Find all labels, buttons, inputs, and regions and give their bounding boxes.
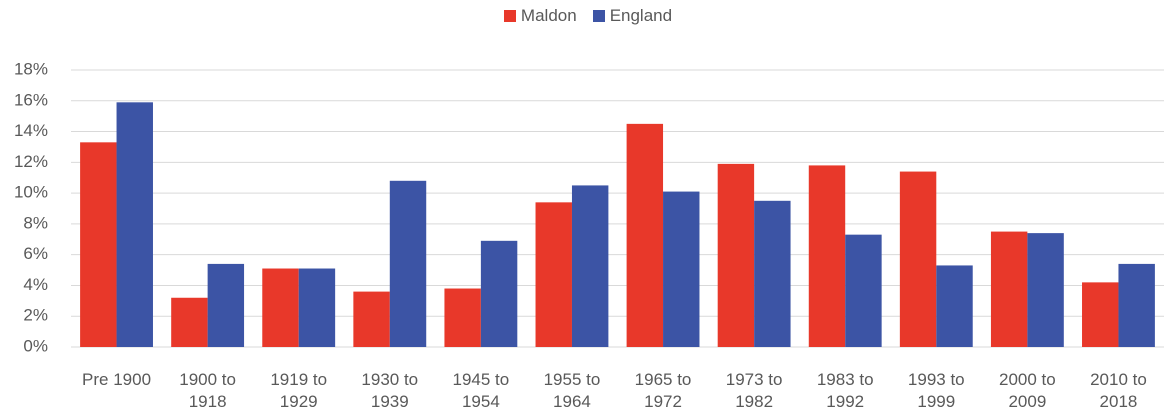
- bar: [171, 297, 208, 347]
- bar: [262, 268, 299, 347]
- x-tick-label: 1945 to 1954: [452, 370, 510, 411]
- y-tick-label: 4%: [23, 275, 48, 294]
- y-tick-label: 0%: [23, 336, 48, 355]
- bar: [298, 268, 336, 347]
- x-tick-label: 1900 to 1918: [179, 370, 236, 411]
- bar: [899, 171, 937, 347]
- bar: [480, 240, 518, 347]
- x-tick-label: 2000 to 2009: [999, 370, 1056, 411]
- y-tick-label: 10%: [14, 183, 48, 202]
- y-tick-label: 2%: [23, 306, 48, 325]
- legend: Maldon England: [0, 6, 1176, 27]
- x-tick-label: 1973 to 1982: [725, 370, 783, 411]
- legend-swatch: [503, 10, 516, 22]
- bar: [754, 200, 791, 347]
- bar: [389, 180, 427, 347]
- y-tick-label: 12%: [14, 152, 48, 171]
- bar: [207, 263, 245, 347]
- bar: [990, 231, 1028, 347]
- bar: [116, 102, 153, 347]
- bar: [1027, 233, 1064, 347]
- x-tick-label: 2010 to 2018: [1090, 370, 1147, 411]
- legend-item: Maldon: [503, 6, 577, 26]
- legend-swatch: [592, 10, 605, 22]
- y-tick-label: 6%: [23, 244, 48, 263]
- bar: [663, 191, 700, 347]
- bar: [626, 123, 664, 347]
- y-tick-label: 16%: [14, 90, 48, 109]
- bar: [936, 265, 973, 347]
- x-tick-label: 1955 to 1964: [543, 370, 601, 411]
- x-tick-label: 1993 to 1999: [907, 370, 965, 411]
- bar: [1082, 282, 1119, 347]
- bar: [571, 185, 609, 347]
- x-tick-label: Pre 1900: [82, 370, 152, 389]
- y-tick-label: 14%: [14, 121, 48, 140]
- legend-label: England: [609, 6, 673, 25]
- bar: [353, 291, 390, 347]
- legend-label: Maldon: [520, 6, 577, 25]
- x-tick-label: 1983 to 1992: [816, 370, 874, 411]
- y-tick-label: 8%: [23, 213, 48, 232]
- bar: [1118, 263, 1155, 347]
- legend-item: England: [592, 6, 673, 26]
- bar: [444, 288, 481, 347]
- bar: [808, 165, 846, 347]
- bar: [717, 163, 755, 347]
- x-tick-label: 1930 to 1939: [361, 370, 419, 411]
- bar: [535, 202, 572, 347]
- y-tick-label: 18%: [14, 59, 48, 78]
- bar: [845, 234, 882, 347]
- x-tick-label: 1965 to 1972: [634, 370, 692, 411]
- x-tick-label: 1919 to 1929: [270, 370, 328, 411]
- bar: [80, 142, 117, 347]
